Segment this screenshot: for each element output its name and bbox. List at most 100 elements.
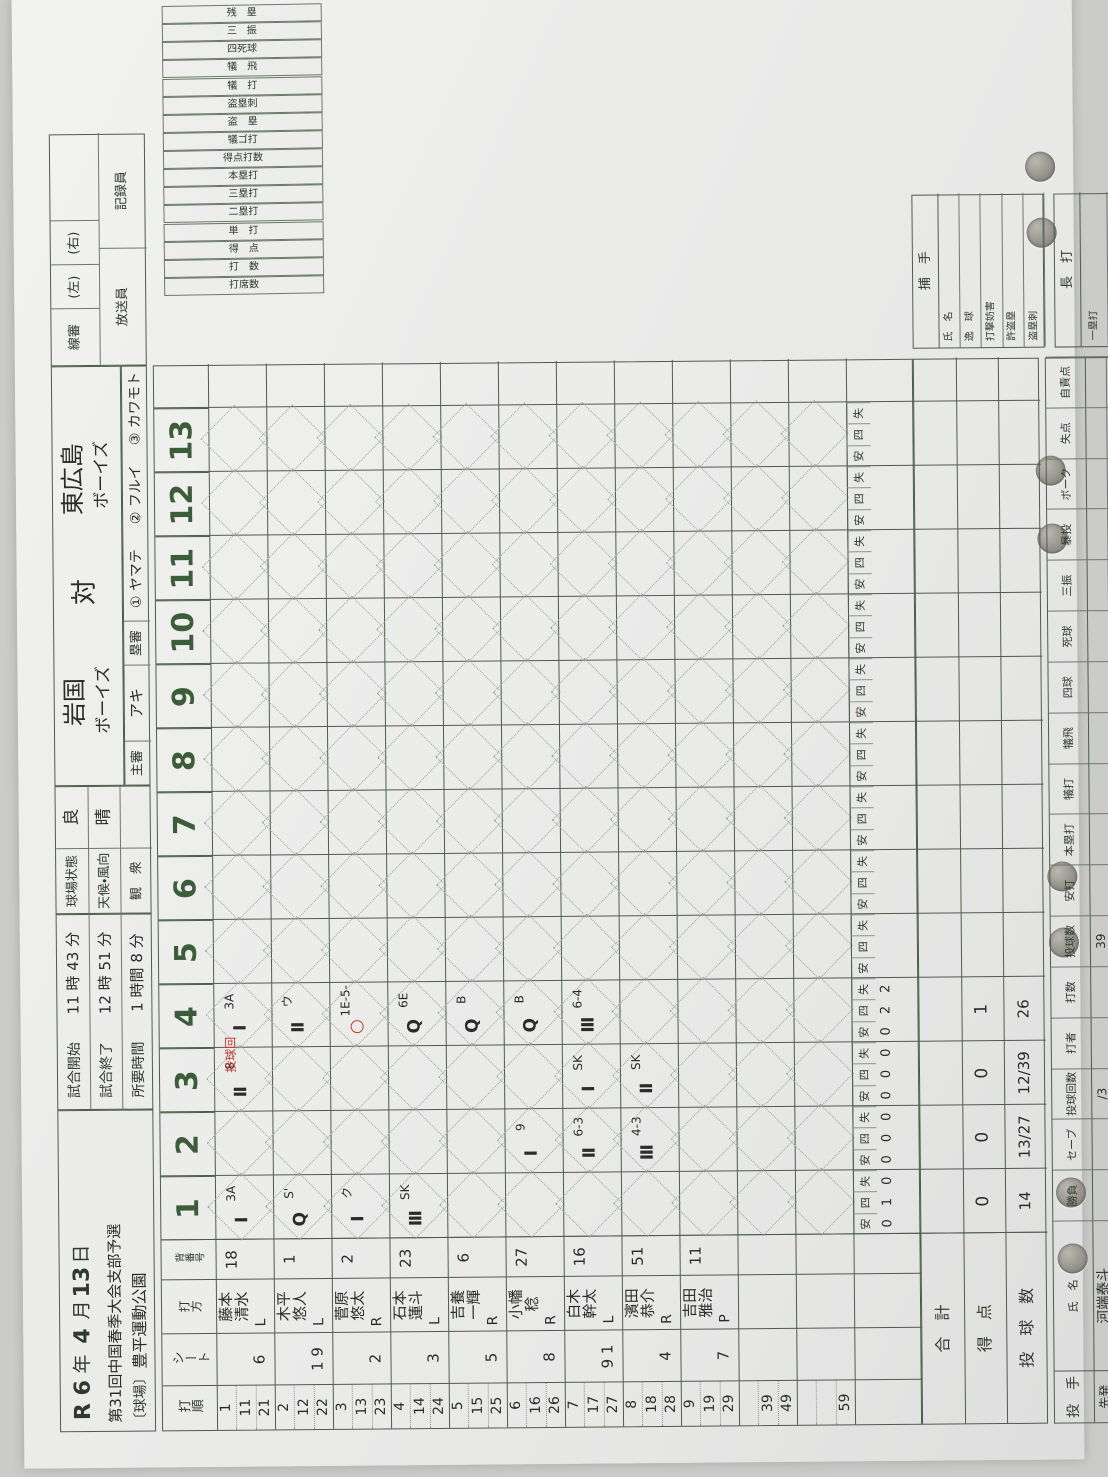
pitcher-col-8: 本塁打	[1049, 813, 1091, 865]
fielding-position: 4	[656, 1351, 675, 1361]
player-name: 藤本 清水	[217, 1276, 252, 1322]
line-umpire-right-mark: (右)	[66, 231, 83, 255]
tally-sub-header: 失	[851, 1042, 876, 1064]
batting-order-number	[797, 1381, 817, 1425]
tally-sub-header: 安	[848, 636, 873, 659]
totals-column-rule	[916, 719, 1043, 722]
batting-order-number: 21	[256, 1398, 273, 1417]
pitcher-col-16: 失点	[1046, 407, 1087, 459]
duration-label: 所要時間	[130, 1041, 147, 1098]
inning-header-5: 5	[158, 919, 214, 985]
tally-sub-header: 失	[852, 1170, 878, 1192]
inning-pitch-count: 13/27	[1015, 1115, 1034, 1159]
totals-column-rule	[917, 783, 1044, 786]
batting-order-number	[739, 1381, 759, 1425]
tally-value: 0	[878, 1027, 894, 1036]
pitcher-block: 投 手氏 名勝負 セーブ 投球回数 打者 打数 投球数 安打 本塁打 犠打 犠飛 四球 死球 三振 暴投ボ…	[1044, 355, 1108, 1424]
umpire-base-1: ① ヤマテ	[128, 549, 145, 609]
play-diamond	[783, 719, 852, 788]
catcher-box: 捕 手氏 名逸 球打撃妨害 許盗塁 盗塁刺	[912, 192, 1046, 348]
inning-column-rule	[158, 848, 919, 857]
uniform-number	[741, 1235, 767, 1275]
bat-hand: R	[368, 1316, 385, 1327]
batting-stat-header-12: 単 打	[163, 220, 324, 242]
catcher-col-0: 氏 名	[938, 193, 961, 348]
batting-stat-strip: 残 塁三 振四死球犠 飛犠 打盗塁刺盗 塁犠ゴ打 得点打数 本塁打 三塁打 二塁打単 打…	[161, 3, 325, 297]
play-note: 9	[513, 1123, 528, 1132]
batting-order-number: 23	[372, 1397, 389, 1416]
fielding-position: 7	[714, 1350, 733, 1361]
play-diamond	[784, 911, 853, 980]
fielding-position: 5	[482, 1352, 501, 1363]
inning-header-4: 4	[159, 983, 214, 1049]
tally-sub-header: 安	[849, 828, 875, 851]
inning-column-rule	[158, 912, 919, 921]
totals-column-rule	[915, 527, 1042, 530]
fielding-position: 3	[424, 1353, 443, 1363]
pinch-label: 長 打	[1054, 192, 1082, 347]
red-annotation: 投球回	[223, 1036, 238, 1073]
pitcher-stat	[1086, 406, 1108, 458]
tally-sub-header: 四	[853, 1191, 878, 1214]
pitcher-col-5: 打数	[1051, 966, 1092, 1018]
uniform-number: 27	[512, 1247, 531, 1267]
pinch-box: 長 打一塁打二塁打三塁打本塁打	[1054, 191, 1108, 347]
batting-order-number: 3	[334, 1402, 351, 1412]
play-note: SK	[397, 1184, 412, 1201]
bat-hand: R	[542, 1315, 559, 1325]
player-name: 吉養 一輝	[449, 1274, 484, 1320]
date-year-unit: 年	[71, 1354, 94, 1374]
play-note: 6-3	[571, 1116, 586, 1137]
tournament-name: 第31回中国春季大会支部予選	[105, 1223, 126, 1423]
umpire-base-3: ③ カワモト	[126, 372, 144, 446]
scoresheet-paper: R 6 年 4 月 13 日 第31回中国春季大会支部予選 〔球場〕 豊平運動公…	[11, 0, 1108, 1469]
batting-stat-header-11: 二塁打	[163, 202, 324, 224]
batting-order-number: 1	[218, 1403, 235, 1413]
catcher-col-2: 打撃妨害	[980, 193, 1004, 348]
pitcher-stat	[1085, 356, 1108, 408]
inning-column-rule	[155, 528, 916, 537]
tally-sub-header: 安	[849, 764, 874, 787]
inning-header-11: 11	[155, 535, 210, 601]
batting-order-number: 14	[411, 1397, 428, 1416]
play-note: 1E-5-	[337, 984, 353, 1017]
uniform-number: 6	[454, 1252, 473, 1263]
batting-order-number: 17	[585, 1395, 602, 1414]
play-note: 6E	[395, 992, 411, 1008]
tally-sub-header: 安	[851, 1020, 876, 1043]
batting-order-number: 8	[624, 1399, 641, 1409]
pitcher-col-1: 勝負	[1052, 1169, 1094, 1221]
inning-header-10: 10	[155, 599, 211, 665]
inning-column-rule	[159, 1040, 920, 1049]
inning-header-9: 9	[156, 663, 211, 729]
tally-sub-header: 安	[850, 892, 875, 915]
inning-header-1: 1	[160, 1175, 216, 1241]
catcher-label: 捕 手	[912, 193, 940, 348]
crowd-value	[121, 784, 152, 848]
catcher-col-1: 逸 球	[959, 193, 983, 348]
tally-value: 0	[878, 1048, 895, 1057]
tally-sub-header: 失	[848, 658, 873, 680]
crowd-label: 観 衆	[129, 861, 145, 901]
tally-value: 2	[878, 984, 894, 993]
batting-order-number: 18	[643, 1395, 660, 1414]
batting-order-number: 9	[682, 1399, 699, 1409]
play-diamond	[787, 1167, 856, 1236]
uniform-number: 23	[396, 1248, 415, 1268]
umpire-base-2: ② フルイ	[127, 465, 144, 525]
official-block: 線審 (左) (右) 放送員 記録員	[48, 132, 147, 367]
matchup-block: 岩国 ボーイズ 対 東広島 ボーイズ	[50, 365, 125, 787]
pitcher-stat	[1086, 457, 1108, 509]
inning-runs: 1	[971, 1003, 992, 1015]
batting-order-number: 28	[662, 1394, 679, 1413]
pitcher-col-9: 犠打	[1049, 762, 1090, 815]
fielding-position: 9 1	[598, 1344, 617, 1369]
inning-header-8: 8	[156, 727, 212, 793]
bat-hand: L	[600, 1315, 617, 1324]
tally-value: 0	[880, 1219, 896, 1228]
play-diamond	[782, 655, 851, 724]
inning-column-rule	[154, 400, 915, 409]
pitcher-stat	[1088, 661, 1108, 713]
weather-value: 晴	[93, 808, 114, 826]
